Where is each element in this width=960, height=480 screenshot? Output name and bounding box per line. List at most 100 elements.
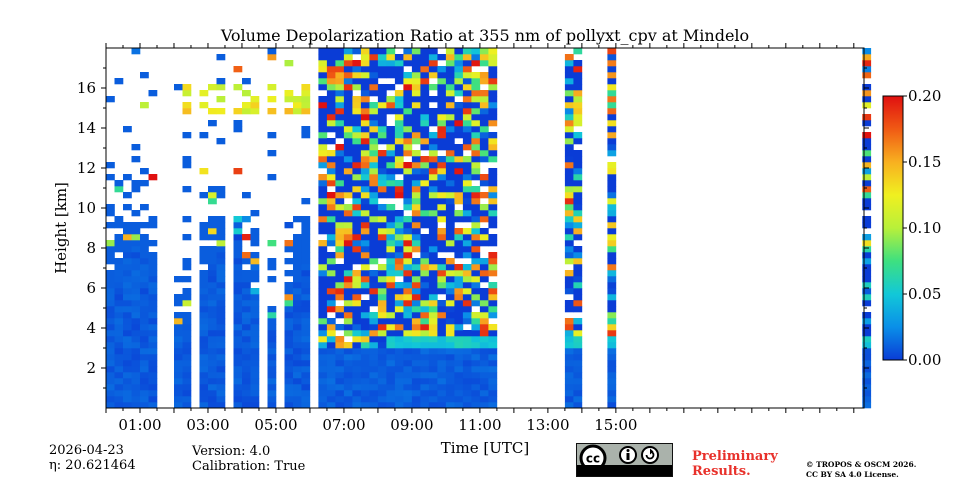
heatmap-cell xyxy=(437,318,447,325)
heatmap-cell xyxy=(479,108,489,115)
heatmap-cell xyxy=(216,402,226,409)
heatmap-cell xyxy=(343,306,353,313)
heatmap-cell xyxy=(454,294,464,301)
heatmap-cell xyxy=(462,72,472,79)
heatmap-cell xyxy=(488,264,498,271)
heatmap-cell xyxy=(301,294,311,301)
heatmap-cell xyxy=(573,72,583,79)
heatmap-cell xyxy=(862,48,872,55)
heatmap-cell xyxy=(318,282,328,289)
heatmap-cell xyxy=(335,390,345,397)
heatmap-cell xyxy=(428,318,438,325)
heatmap-cell xyxy=(293,282,302,289)
heatmap-cell xyxy=(318,108,328,115)
heatmap-cell xyxy=(428,84,438,91)
heatmap-cell xyxy=(284,306,294,313)
heatmap-cell xyxy=(199,306,209,313)
heatmap-cell xyxy=(216,54,226,61)
heatmap-cell xyxy=(573,276,583,283)
heatmap-cell xyxy=(607,216,617,223)
heatmap-cell xyxy=(607,108,617,115)
heatmap-cell xyxy=(862,354,872,361)
heatmap-cell xyxy=(454,126,464,133)
heatmap-cell xyxy=(437,120,447,127)
heatmap-cell xyxy=(377,402,387,409)
heatmap-cell xyxy=(607,132,617,139)
heatmap-cell xyxy=(573,168,583,175)
heatmap-cell xyxy=(267,354,277,361)
heatmap-cell xyxy=(208,108,217,115)
heatmap-cell xyxy=(284,222,294,229)
heatmap-cell xyxy=(564,246,574,253)
heatmap-cell xyxy=(114,372,124,379)
heatmap-cell xyxy=(462,336,472,343)
heatmap-cell xyxy=(607,396,617,403)
heatmap-cell xyxy=(462,96,472,103)
heatmap-cell xyxy=(369,162,379,169)
heatmap-cell xyxy=(573,174,583,181)
heatmap-cell xyxy=(343,300,353,307)
heatmap-cell xyxy=(564,234,574,241)
heatmap-cell xyxy=(326,150,336,157)
heatmap-cell xyxy=(114,354,124,361)
heatmap-cell xyxy=(216,282,226,289)
heatmap-cell xyxy=(411,72,421,79)
heatmap-cell xyxy=(148,270,158,277)
heatmap-cell xyxy=(479,300,489,307)
heatmap-cell xyxy=(343,78,353,85)
heatmap-cell xyxy=(326,240,336,247)
heatmap-cell xyxy=(394,330,404,337)
heatmap-cell xyxy=(208,318,217,325)
heatmap-cell xyxy=(394,192,404,199)
heatmap-cell xyxy=(437,174,447,181)
heatmap-cell xyxy=(343,396,353,403)
heatmap-cell xyxy=(428,288,438,295)
heatmap-cell xyxy=(377,180,387,187)
heatmap-cell xyxy=(131,390,141,397)
heatmap-cell xyxy=(445,192,455,199)
heatmap-cell xyxy=(301,102,311,109)
heatmap-cell xyxy=(233,222,243,229)
heatmap-cell xyxy=(862,300,872,307)
heatmap-cell xyxy=(318,270,328,277)
heatmap-cell xyxy=(573,294,583,301)
heatmap-cell xyxy=(284,270,294,277)
heatmap-cell xyxy=(479,348,489,355)
heatmap-cell xyxy=(284,348,294,355)
heatmap-cell xyxy=(564,228,574,235)
heatmap-cell xyxy=(420,264,430,271)
heatmap-cell xyxy=(377,132,387,139)
heatmap-cell xyxy=(445,84,455,91)
heatmap-cell xyxy=(148,372,158,379)
heatmap-cell xyxy=(360,138,370,145)
heatmap-cell xyxy=(233,336,243,343)
heatmap-cell xyxy=(386,288,396,295)
heatmap-cell xyxy=(564,174,574,181)
heatmap-cell xyxy=(377,138,387,145)
heatmap-cell xyxy=(343,156,353,163)
heatmap-cell xyxy=(326,204,336,211)
heatmap-cell xyxy=(454,108,464,115)
heatmap-cell xyxy=(394,360,404,367)
heatmap-cell xyxy=(454,228,464,235)
heatmap-cell xyxy=(369,342,379,349)
heatmap-cell xyxy=(394,168,404,175)
heatmap-cell xyxy=(437,126,447,133)
x-tick-label: 01:00 xyxy=(118,416,161,434)
heatmap-cell xyxy=(428,402,438,409)
heatmap-cell xyxy=(174,396,183,403)
heatmap-cell xyxy=(343,390,353,397)
heatmap-cell xyxy=(862,252,872,259)
heatmap-cell xyxy=(131,48,141,55)
heatmap-cell xyxy=(564,378,574,385)
heatmap-cell xyxy=(123,342,132,349)
heatmap-cell xyxy=(335,324,345,331)
heatmap-cell xyxy=(208,378,217,385)
heatmap-cell xyxy=(564,354,574,361)
heatmap-cell xyxy=(250,108,260,115)
heatmap-cell xyxy=(140,300,149,307)
heatmap-cell xyxy=(377,48,387,55)
heatmap-cell xyxy=(199,378,209,385)
heatmap-cell xyxy=(123,324,132,331)
heatmap-cell xyxy=(182,378,192,385)
